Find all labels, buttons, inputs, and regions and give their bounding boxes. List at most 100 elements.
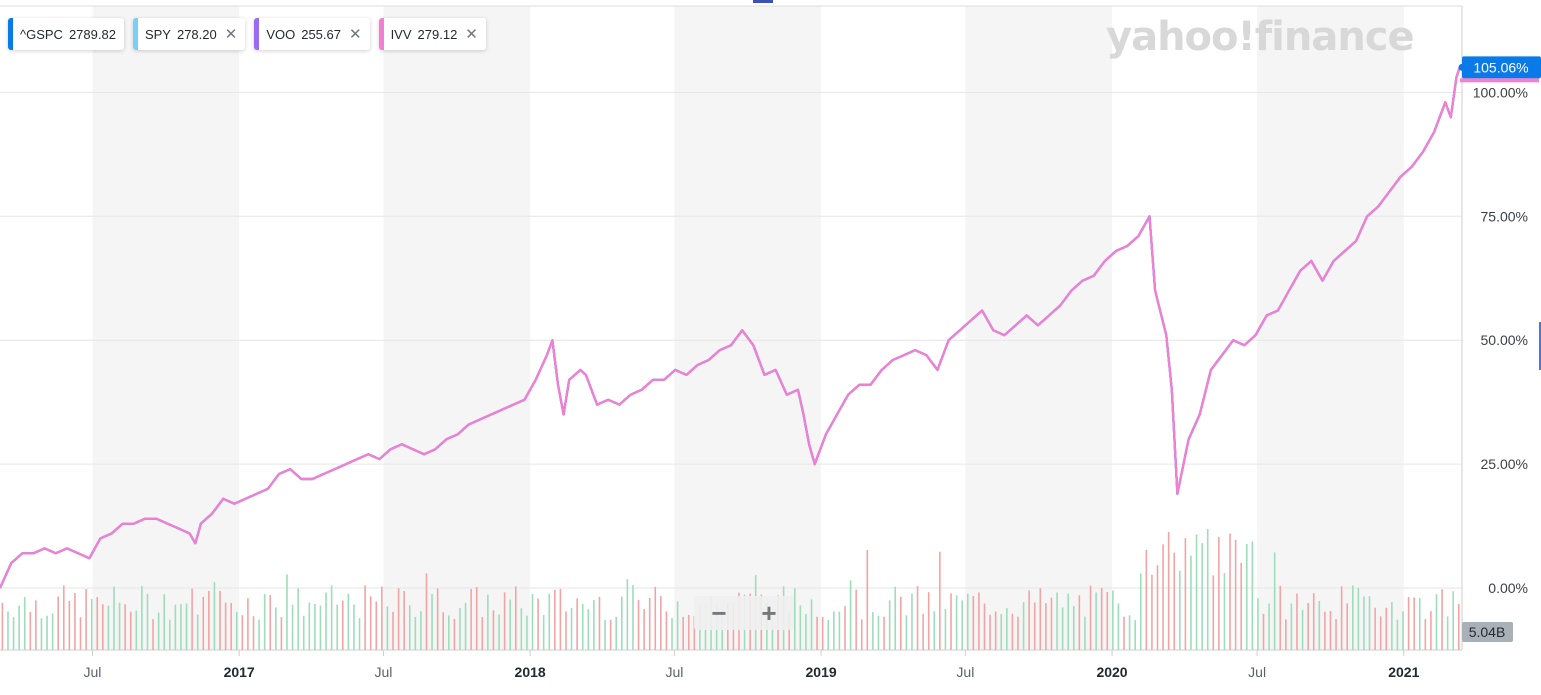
volume-bar — [420, 611, 422, 650]
volume-bar — [1067, 593, 1070, 650]
volume-bar — [1089, 585, 1092, 650]
close-icon[interactable]: ✕ — [465, 26, 478, 43]
right-scroll-marker[interactable] — [1539, 322, 1541, 370]
volume-bar — [1396, 619, 1399, 650]
volume-bar — [872, 612, 874, 650]
volume-bar — [1307, 602, 1309, 650]
volume-bar — [537, 598, 539, 650]
volume-bar — [1368, 596, 1371, 650]
volume-bar — [1212, 575, 1215, 650]
volume-bar — [453, 618, 456, 650]
volume-bar — [1385, 607, 1388, 650]
volume-bar — [336, 604, 339, 650]
volume-bar — [1424, 619, 1427, 650]
volume-bar — [202, 596, 205, 650]
legend-chip-gspc[interactable]: ^GSPC 2789.82 — [8, 18, 124, 50]
volume-bar — [1245, 543, 1248, 650]
volume-bar — [899, 596, 902, 650]
volume-bar — [939, 551, 941, 650]
volume-bar — [1084, 616, 1086, 650]
volume-bar — [514, 586, 517, 650]
close-icon[interactable]: ✕ — [348, 26, 362, 43]
volume-bar — [1011, 613, 1014, 650]
volume-bar — [386, 606, 389, 650]
legend-chip-spy[interactable]: SPY 278.20 ✕ — [132, 18, 246, 50]
zoom-in-button[interactable]: + — [761, 597, 777, 628]
current-value-badge — [1462, 56, 1541, 79]
volume-bar — [459, 607, 461, 650]
volume-bar — [1285, 619, 1287, 650]
volume-bar — [916, 586, 919, 650]
volume-bar — [375, 601, 378, 650]
volume-bar — [269, 594, 272, 650]
volume-bar — [855, 589, 857, 650]
volume-bar — [235, 611, 238, 650]
legend-symbol: VOO — [266, 26, 296, 42]
volume-bar — [1301, 609, 1304, 650]
volume-bar — [1374, 607, 1376, 650]
volume-bar — [431, 594, 433, 650]
volume-bar — [247, 598, 249, 650]
volume-bar — [554, 589, 556, 650]
volume-bar — [1061, 607, 1064, 650]
volume-bar — [230, 602, 232, 650]
volume-bar — [1318, 600, 1321, 650]
volume-bar — [1100, 587, 1103, 650]
close-icon[interactable]: ✕ — [224, 26, 238, 43]
legend-chip-voo[interactable]: VOO 255.67 ✕ — [254, 18, 370, 50]
volume-bar — [771, 619, 774, 650]
volume-bar — [275, 607, 277, 650]
volume-bar — [1458, 603, 1460, 650]
volume-bar — [141, 586, 143, 650]
volume-bar — [1418, 598, 1421, 650]
yahoo-finance-logo: yahoo!finance — [1106, 14, 1415, 60]
legend-symbol: SPY — [144, 26, 171, 42]
volume-bar — [185, 603, 188, 650]
volume-bar — [196, 614, 199, 650]
volume-bar — [1391, 602, 1393, 650]
current-value-badge-label: 105.06% — [1473, 59, 1528, 75]
volume-bar — [570, 607, 573, 650]
volume-bar — [57, 596, 59, 650]
volume-bar — [436, 588, 439, 650]
volume-bar — [397, 588, 400, 650]
shaded-period — [674, 6, 822, 650]
volume-bar — [403, 590, 405, 650]
volume-bar — [79, 617, 82, 650]
volume-bar — [1407, 597, 1410, 650]
volume-bar — [637, 600, 640, 650]
volume-bar — [1028, 590, 1030, 650]
volume-bar — [62, 585, 65, 650]
volume-bar — [944, 608, 947, 650]
legend-chip-ivv[interactable]: IVV 279.12 ✕ — [378, 18, 486, 50]
volume-bar — [475, 586, 478, 650]
volume-bar — [1268, 603, 1270, 650]
volume-bar — [972, 595, 975, 650]
volume-bar — [1128, 615, 1131, 650]
volume-bar — [358, 618, 361, 650]
zoom-out-button[interactable]: − — [711, 597, 727, 628]
volume-bar — [1273, 552, 1276, 650]
volume-bar — [163, 594, 166, 650]
volume-bar — [648, 597, 651, 650]
volume-bar — [191, 588, 193, 650]
volume-bar — [609, 619, 612, 650]
volume-bar — [1357, 587, 1360, 650]
volume-bar — [860, 619, 863, 650]
volume-bar — [905, 615, 908, 650]
volume-bar — [1346, 603, 1349, 650]
x-tick-label: Jul — [665, 664, 683, 680]
volume-bar — [821, 616, 824, 650]
volume-bar — [102, 604, 104, 650]
legend-value: 2789.82 — [68, 26, 116, 42]
volume-bar — [978, 592, 980, 650]
volume-bar — [520, 608, 523, 650]
volume-bar — [1218, 537, 1220, 650]
volume-bar — [369, 596, 372, 650]
volume-bar — [353, 604, 355, 650]
volume-bar — [1033, 602, 1036, 650]
volume-bar — [414, 617, 417, 650]
volume-bar — [1290, 603, 1293, 650]
volume-bar — [955, 595, 958, 650]
